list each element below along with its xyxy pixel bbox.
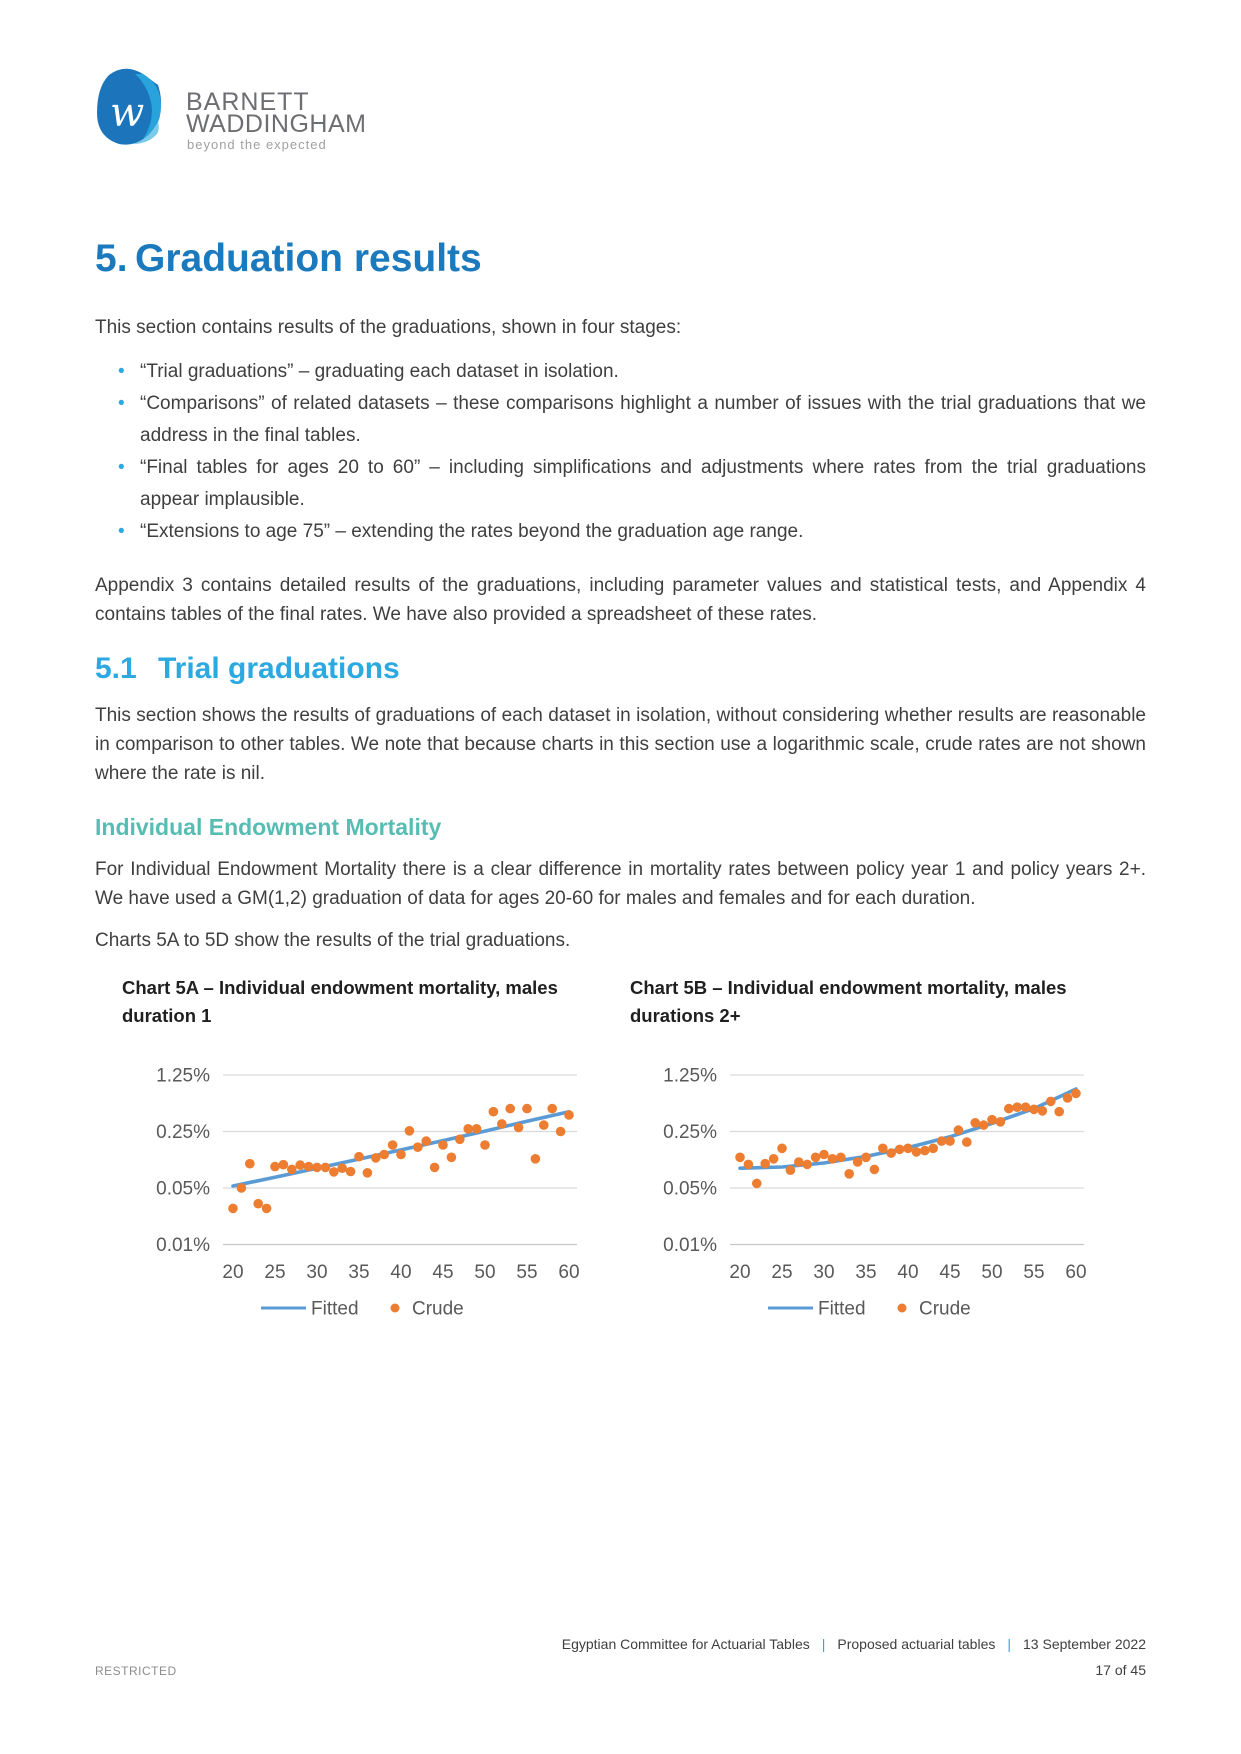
subsection-heading-number: 5.1 (95, 652, 137, 685)
svg-text:55: 55 (516, 1262, 537, 1283)
svg-text:0.01%: 0.01% (663, 1235, 717, 1256)
list-item: • “Comparisons” of related datasets – th… (95, 388, 1146, 452)
bullet-text: “Comparisons” of related datasets – thes… (140, 393, 1146, 446)
brand-tagline: beyond the expected (187, 137, 327, 152)
bullet-icon: • (118, 393, 125, 414)
list-item: • “Final tables for ages 20 to 60” – inc… (95, 452, 1146, 516)
svg-text:Crude: Crude (919, 1299, 971, 1320)
list-item: • “Extensions to age 75” – extending the… (95, 516, 1146, 548)
brand-name-line2: WADDINGHAM (186, 110, 367, 138)
endowment-mortality-paragraph: For Individual Endowment Mortality there… (95, 859, 1146, 909)
svg-text:30: 30 (813, 1262, 834, 1283)
svg-text:1.25%: 1.25% (663, 1066, 717, 1087)
svg-text:35: 35 (348, 1262, 369, 1283)
svg-text:0.01%: 0.01% (156, 1235, 210, 1256)
bullet-icon: • (118, 361, 125, 382)
page-number: 17 of 45 (1095, 1662, 1146, 1678)
footer-separator: | (821, 1636, 826, 1652)
svg-text:Crude: Crude (412, 1299, 464, 1320)
bullet-icon: • (118, 457, 125, 478)
intro-paragraph: This section contains results of the gra… (95, 317, 682, 338)
svg-text:Fitted: Fitted (818, 1299, 866, 1320)
svg-text:1.25%: 1.25% (156, 1066, 210, 1087)
footer-doc-title: Proposed actuarial tables (837, 1636, 996, 1652)
mortality-chart-males-duration-1: 1.25% 0.25% 0.05% 0.01% 20 25 30 35 40 45 50 55 60 Fi… (156, 1066, 579, 1320)
mortality-chart-males-durations-2plus: 1.25% 0.25% 0.05% 0.01% 20 25 30 35 40 45 50 55 60 Fi… (663, 1066, 1086, 1320)
trial-graduations-paragraph: This section shows the results of gradua… (95, 705, 1146, 784)
bullet-text: “Trial graduations” – graduating each da… (140, 361, 619, 382)
bullet-text: “Extensions to age 75” – extending the r… (140, 521, 804, 542)
svg-text:60: 60 (1065, 1262, 1086, 1283)
svg-text:30: 30 (306, 1262, 327, 1283)
stages-bullet-list: • “Trial graduations” – graduating each … (95, 356, 1146, 548)
footer-doc-info: Egyptian Committee for Actuarial Tables |… (95, 1636, 1146, 1652)
brand-name-line1: BARNETT (186, 88, 310, 116)
footer-separator: | (1007, 1636, 1012, 1652)
svg-text:55: 55 (1023, 1262, 1044, 1283)
svg-text:25: 25 (771, 1262, 792, 1283)
svg-text:50: 50 (981, 1262, 1002, 1283)
subsection-heading: 5.1 Trial graduations (95, 651, 400, 687)
svg-text:0.25%: 0.25% (663, 1122, 717, 1143)
charts-intro-paragraph: Charts 5A to 5D show the results of the … (95, 930, 571, 951)
bullet-text: “Final tables for ages 20 to 60” – inclu… (140, 457, 1146, 510)
svg-text:w: w (110, 90, 144, 136)
classification-label: RESTRICTED (95, 1664, 177, 1678)
svg-text:50: 50 (474, 1262, 495, 1283)
svg-text:20: 20 (729, 1262, 750, 1283)
svg-text:Fitted: Fitted (311, 1299, 359, 1320)
footer-org: Egyptian Committee for Actuarial Tables (561, 1636, 810, 1652)
list-item: • “Trial graduations” – graduating each … (95, 356, 1146, 388)
svg-text:0.25%: 0.25% (156, 1122, 210, 1143)
section-heading: 5. Graduation results (95, 236, 482, 282)
svg-text:45: 45 (432, 1262, 453, 1283)
svg-text:60: 60 (558, 1262, 579, 1283)
svg-text:35: 35 (855, 1262, 876, 1283)
footer-status-row: RESTRICTED 17 of 45 (95, 1662, 1146, 1678)
appendix-paragraph: Appendix 3 contains detailed results of … (95, 575, 1146, 625)
svg-text:0.05%: 0.05% (156, 1179, 210, 1200)
svg-text:40: 40 (897, 1262, 918, 1283)
barnett-waddingham-logo-icon: w (97, 68, 162, 145)
chart-5b-title: Chart 5B – Individual endowment mortalit… (630, 977, 1067, 1026)
svg-text:40: 40 (390, 1262, 411, 1283)
chart-5a-title: Chart 5A – Individual endowment mortalit… (122, 977, 558, 1026)
svg-text:45: 45 (939, 1262, 960, 1283)
svg-text:0.05%: 0.05% (663, 1179, 717, 1200)
svg-text:25: 25 (264, 1262, 285, 1283)
section-heading-text: Graduation results (135, 237, 482, 280)
bullet-icon: • (118, 521, 125, 542)
svg-text:20: 20 (222, 1262, 243, 1283)
footer-date: 13 September 2022 (1023, 1636, 1146, 1652)
topic-heading: Individual Endowment Mortality (95, 814, 442, 840)
section-heading-number: 5. (95, 237, 128, 280)
subsection-heading-text: Trial graduations (158, 652, 400, 685)
